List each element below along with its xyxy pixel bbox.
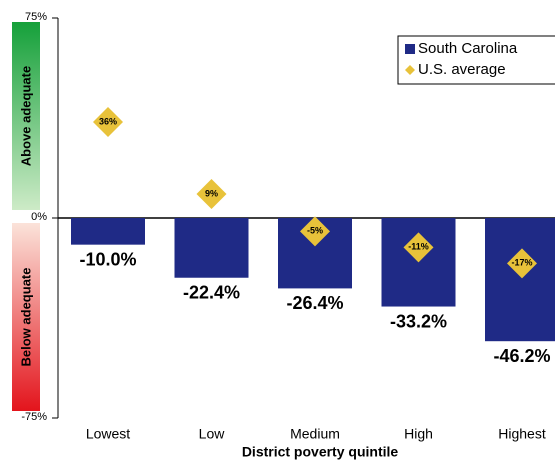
bar-label: -26.4% [286, 293, 343, 313]
legend-box [397, 35, 555, 85]
bar-label: -33.2% [390, 311, 447, 331]
legend-label: U.S. average [418, 61, 506, 78]
x-tick-label: Medium [290, 426, 340, 442]
bar [174, 218, 249, 278]
diamond [93, 107, 123, 137]
diamond-label: -11% [408, 242, 429, 252]
diamond-label: -5% [307, 226, 323, 236]
bar-label: -22.4% [183, 282, 240, 302]
bar [71, 218, 145, 245]
x-tick-label: High [404, 426, 433, 442]
diamond [196, 179, 227, 209]
legend-swatch [405, 44, 415, 54]
below-band [12, 223, 40, 411]
diamond-label: -17% [511, 258, 532, 268]
legend-swatch [405, 65, 415, 75]
y-tick-label: -75% [21, 411, 47, 423]
x-tick-label: Lowest [86, 426, 130, 442]
bar-label: -46.2% [493, 346, 550, 366]
y-tick-label: 75% [25, 11, 47, 23]
diamond [300, 216, 330, 247]
diamond [507, 248, 537, 279]
above-band [12, 22, 40, 210]
side-label: Above adequate [18, 66, 33, 166]
x-tick-label: Highest [498, 426, 546, 442]
y-tick-label: 0% [31, 211, 47, 223]
x-tick-label: Low [199, 426, 226, 442]
bar [485, 218, 555, 342]
diamond-label: 36% [99, 116, 117, 126]
x-axis-title: District poverty quintile [242, 444, 399, 460]
diamond-label: 9% [205, 188, 218, 198]
diamond [403, 232, 434, 263]
side-label: Below adequate [18, 268, 33, 367]
bar-label: -10.0% [79, 249, 136, 269]
legend-label: South Carolina [418, 40, 518, 57]
